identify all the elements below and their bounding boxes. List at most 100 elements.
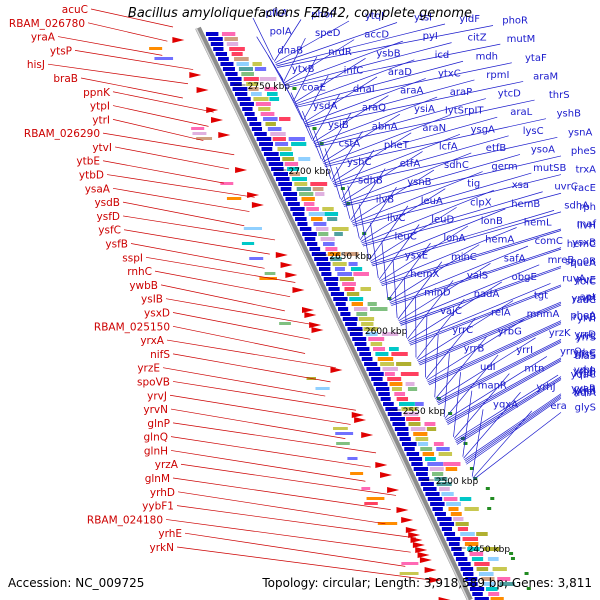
left-leader-line [47, 63, 189, 85]
reverse-strand-feature [172, 37, 185, 43]
right-leader-line [321, 112, 352, 161]
right-gene-label: yshB [557, 109, 581, 120]
reverse-strand-feature [401, 517, 414, 523]
forward-strand-feature [309, 247, 321, 251]
right-leader-line [313, 129, 332, 180]
reverse-strand-feature [251, 202, 264, 208]
forward-strand-feature [354, 342, 367, 346]
right-leader-line [454, 374, 559, 441]
right-gene-label: phoR [502, 16, 528, 27]
cog-feature [265, 122, 276, 126]
right-gene-label: yyaR [571, 384, 596, 395]
right-leader-line [381, 241, 389, 299]
cog-feature [350, 267, 363, 271]
reverse-strand-feature [211, 117, 224, 123]
forward-strand-feature [275, 177, 290, 181]
right-leader-line [294, 59, 415, 105]
right-leader-line [332, 133, 461, 184]
cog-feature [408, 422, 421, 426]
right-leader-line [362, 192, 562, 247]
cog-feature [354, 307, 368, 311]
cog-feature [264, 272, 276, 275]
cog-feature [253, 97, 269, 101]
cog-feature [443, 497, 458, 501]
right-gene-label: nrdR [328, 47, 352, 58]
right-gene-label: pyI [423, 31, 438, 42]
left-gene-label: ytbE [76, 156, 100, 168]
cog-feature [315, 387, 330, 390]
cog-feature [229, 47, 245, 51]
forward-strand-feature [220, 62, 234, 66]
right-gene-label: yrzK [549, 328, 571, 339]
cog-feature [322, 207, 334, 211]
right-gene-label: ilvB [376, 194, 394, 205]
forward-strand-feature [430, 502, 445, 506]
cog-feature [282, 157, 295, 161]
cog-feature [312, 187, 324, 191]
reverse-strand-feature [415, 547, 428, 553]
cog-feature [455, 522, 469, 526]
right-gene-label: etfB [486, 143, 507, 154]
right-gene-label: yrhB [573, 367, 596, 378]
forward-strand-feature [345, 322, 357, 326]
left-leader-line [74, 50, 194, 70]
forward-strand-feature [326, 282, 338, 286]
right-leader-line [362, 191, 543, 245]
forward-strand-feature [251, 127, 263, 131]
scale-tick-label: 2450 kbp [468, 545, 511, 555]
forward-strand-feature [208, 37, 223, 41]
left-gene-label: yrhD [150, 487, 175, 499]
forward-strand-feature [404, 447, 415, 451]
cog-feature [255, 102, 271, 106]
forward-strand-feature [210, 42, 224, 46]
right-leader-line [425, 317, 476, 380]
left-leader-line [172, 353, 331, 383]
cog-feature [429, 467, 444, 471]
forward-strand-feature [356, 347, 370, 351]
genome-backbone-highlight [195, 27, 469, 600]
scale-tick-label: 2750 kbp [248, 82, 291, 92]
cog-feature [406, 417, 421, 421]
left-gene-label: yrvJ [147, 390, 167, 402]
forward-strand-feature [349, 332, 363, 336]
cog-feature [399, 572, 419, 575]
cog-feature [325, 247, 338, 251]
right-gene-label: ytqI [365, 11, 384, 22]
forward-strand-feature [330, 292, 345, 296]
right-gene-label: yrhI [574, 365, 593, 376]
right-gene-label: phoP [311, 10, 336, 21]
right-gene-label: ytsI [414, 13, 432, 24]
right-leader-line [472, 410, 533, 479]
left-leader-line [112, 119, 204, 141]
forward-strand-feature [373, 382, 388, 386]
right-gene-label: yrrS [576, 332, 596, 343]
right-leader-line [464, 394, 562, 462]
right-gene-label: araM [533, 71, 558, 82]
gc-skew-mark [340, 187, 345, 190]
forward-strand-feature [425, 492, 440, 496]
right-leader-line [369, 205, 409, 261]
cog-feature [294, 182, 308, 186]
cog-feature [266, 92, 278, 96]
right-leader-line [465, 396, 562, 464]
left-leader-line [102, 132, 235, 156]
cog-feature [499, 582, 515, 586]
scale-tick-label: 2550 kbp [403, 407, 446, 417]
reverse-strand-feature [351, 412, 364, 418]
cog-feature [243, 227, 262, 230]
topology-summary: Topology: circular; Length: 3,918,589 bp… [262, 576, 592, 590]
scale-tick-label: 2700 kbp [289, 167, 332, 177]
cog-feature [313, 222, 327, 226]
cog-feature [434, 477, 448, 481]
right-gene-label: coaE [302, 83, 326, 94]
right-leader-line [303, 76, 378, 123]
right-leader-line [455, 376, 562, 442]
right-leader-line [419, 304, 562, 366]
right-leader-line [279, 73, 303, 120]
right-gene-label: lonA [443, 233, 465, 244]
cog-feature [339, 277, 354, 281]
right-gene-label: yrkR [573, 385, 596, 396]
reverse-strand-feature [330, 367, 343, 373]
right-leader-line [407, 280, 454, 340]
right-leader-line [453, 372, 461, 437]
